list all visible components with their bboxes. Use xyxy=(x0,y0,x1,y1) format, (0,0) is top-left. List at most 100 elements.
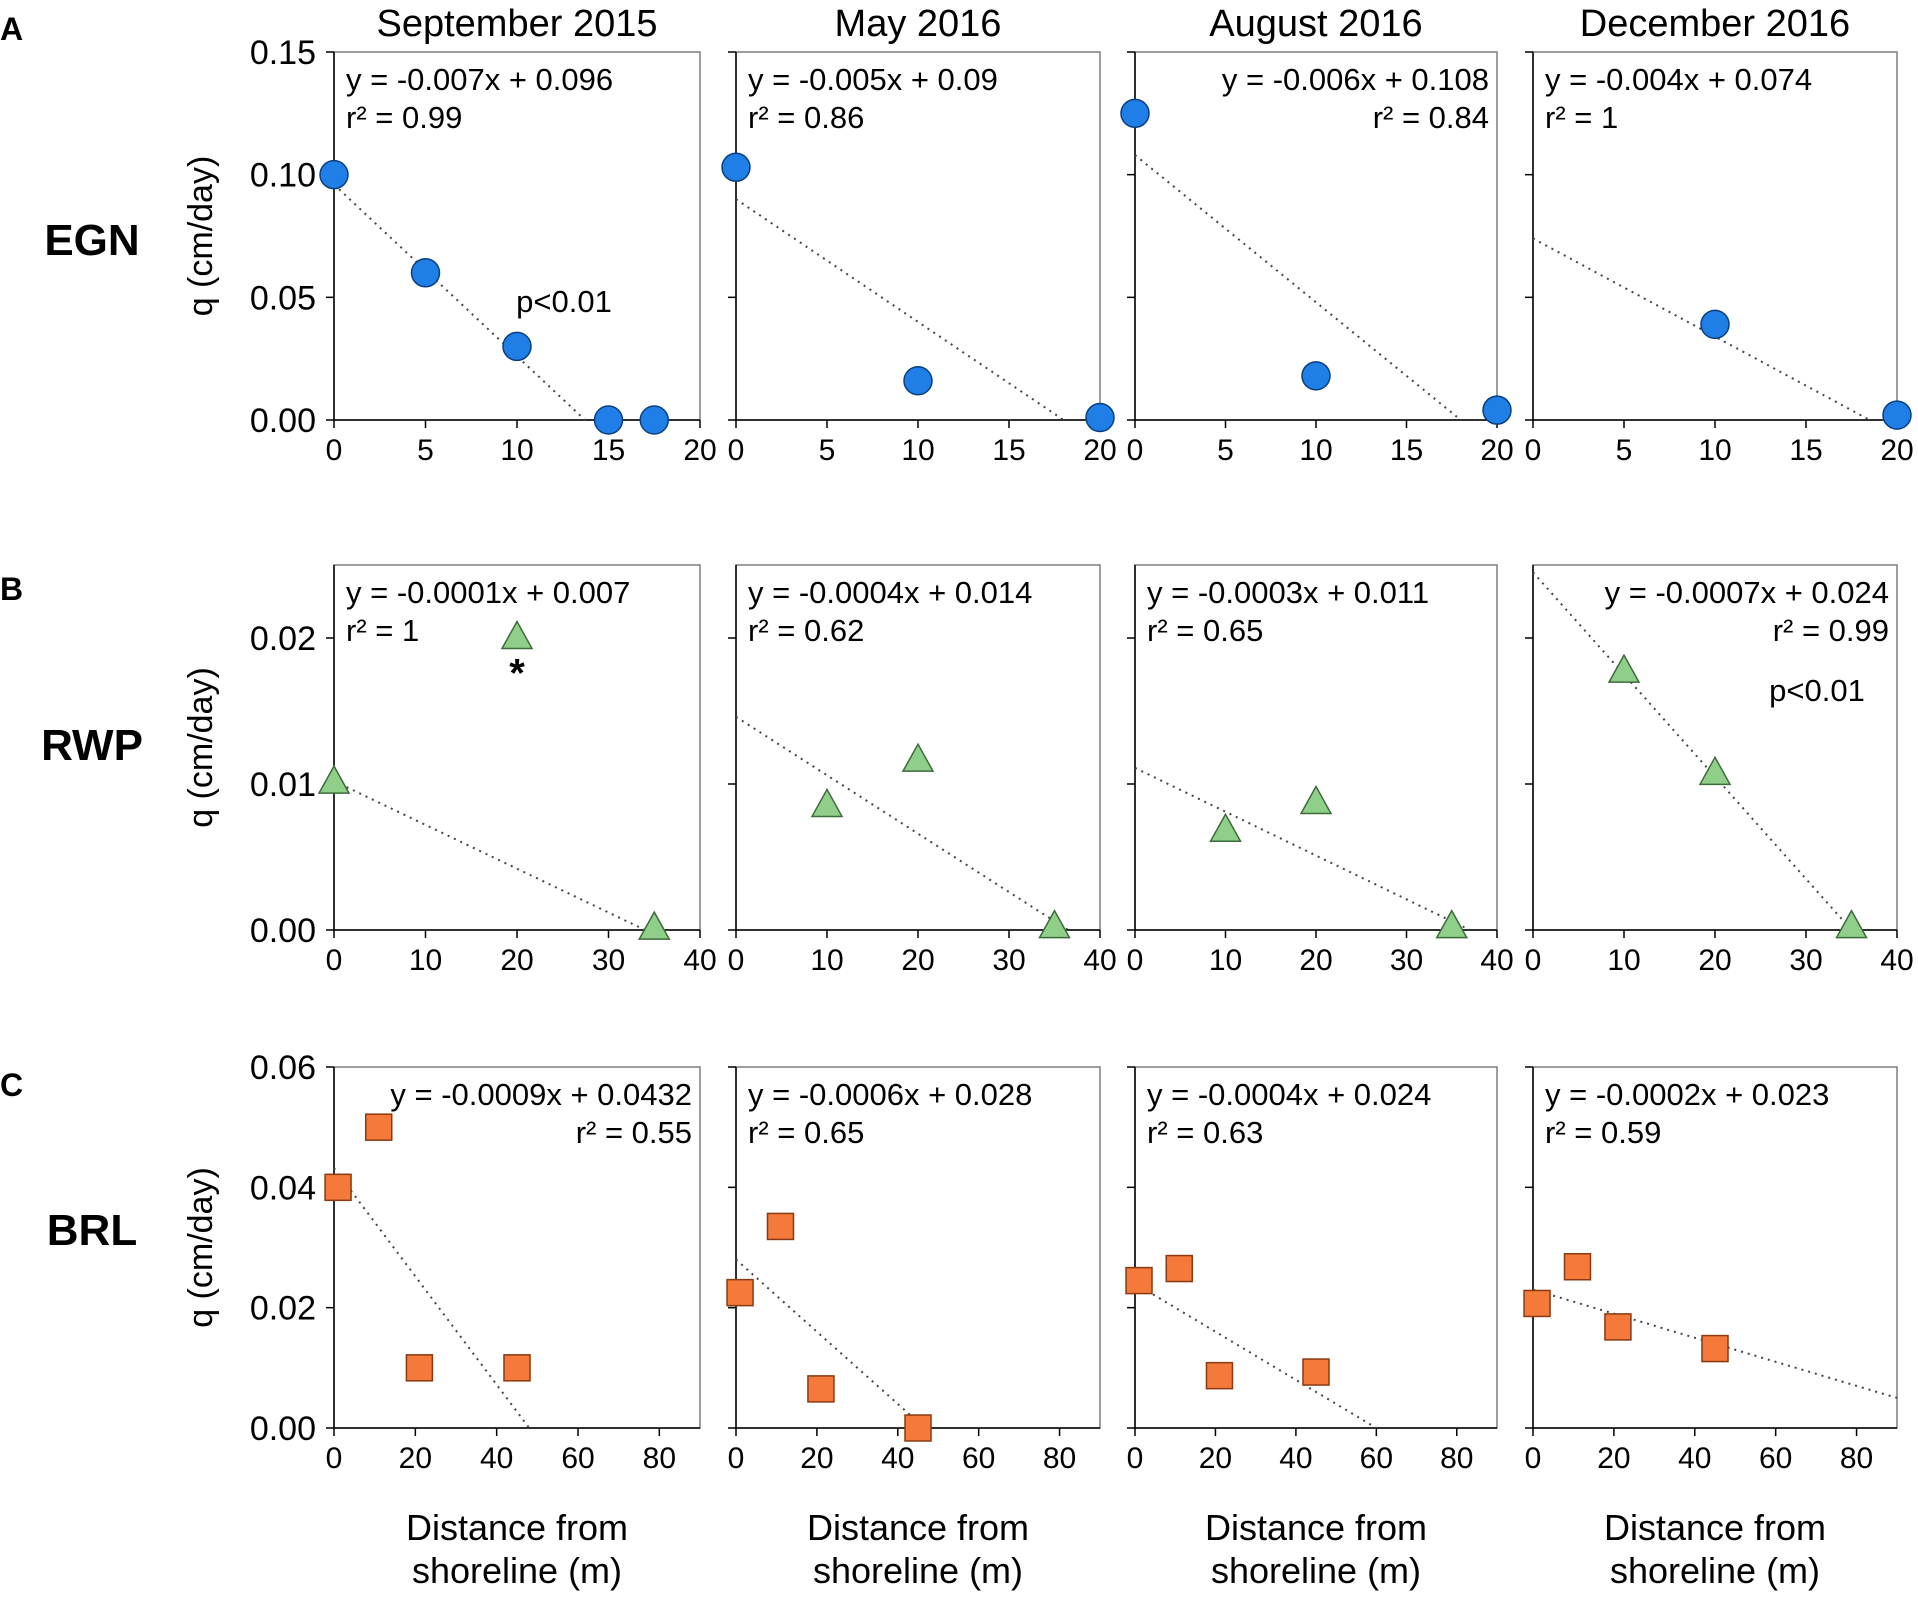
x-tick-label: 30 xyxy=(592,944,625,977)
y-axis-label: q (cm/day) xyxy=(182,1167,220,1328)
y-tick-label: 0.10 xyxy=(250,157,316,195)
y-tick-label: 0.06 xyxy=(250,1049,316,1087)
x-tick-label: 0 xyxy=(1525,434,1542,467)
x-tick-label: 10 xyxy=(500,434,533,467)
data-point xyxy=(317,764,351,794)
data-point xyxy=(721,152,751,183)
data-point xyxy=(1523,1289,1551,1318)
x-tick-label: 10 xyxy=(1698,434,1731,467)
x-tick-label: 60 xyxy=(1759,1442,1792,1475)
y-tick-label: 0.02 xyxy=(250,1290,316,1328)
r-squared: r² = 0.84 xyxy=(1373,100,1489,135)
column-title: August 2016 xyxy=(1209,3,1422,45)
y-tick-label: 0.02 xyxy=(250,620,316,658)
site-label: EGN xyxy=(44,216,139,265)
trend-line xyxy=(735,715,1069,931)
trend-line xyxy=(1134,1282,1377,1429)
data-point xyxy=(1563,1253,1592,1281)
x-tick-label: 20 xyxy=(399,1442,432,1475)
trend-line xyxy=(333,1167,530,1429)
trend-line xyxy=(1532,237,1871,421)
x-tick-label: 15 xyxy=(1789,434,1822,467)
x-tick-label: 20 xyxy=(1480,434,1513,467)
data-point xyxy=(319,159,349,190)
x-tick-label: 20 xyxy=(1083,434,1116,467)
x-tick-label: 0 xyxy=(1127,944,1144,977)
outlier-marker: * xyxy=(509,652,525,696)
regression-equation: y = -0.0009x + 0.0432 xyxy=(390,1077,692,1112)
regression-equation: y = -0.004x + 0.074 xyxy=(1545,62,1812,97)
x-tick-label: 40 xyxy=(1480,944,1513,977)
x-tick-label: 40 xyxy=(683,944,716,977)
x-tick-label: 30 xyxy=(1390,944,1423,977)
trend-line xyxy=(1532,571,1853,931)
x-tick-label: 10 xyxy=(901,434,934,467)
x-tick-label: 10 xyxy=(1209,944,1242,977)
x-tick-label: 0 xyxy=(326,944,343,977)
x-tick-label: 5 xyxy=(417,434,434,467)
data-point xyxy=(1482,395,1512,425)
x-tick-label: 0 xyxy=(1127,434,1144,467)
x-tick-label: 30 xyxy=(1789,944,1822,977)
x-tick-label: 20 xyxy=(901,944,934,977)
x-tick-label: 20 xyxy=(800,1442,833,1475)
y-tick-label: 0.15 xyxy=(250,34,316,72)
data-point xyxy=(726,1278,754,1307)
y-tick-label: 0.00 xyxy=(250,402,316,440)
x-tick-label: 40 xyxy=(1083,944,1116,977)
data-point xyxy=(324,1173,352,1202)
x-axis-label-line1: Distance from xyxy=(406,1507,628,1548)
trend-line xyxy=(1134,154,1462,421)
x-tick-label: 15 xyxy=(592,434,625,467)
r-squared: r² = 0.63 xyxy=(1147,1115,1263,1150)
r-squared: r² = 0.99 xyxy=(1773,613,1889,648)
x-tick-label: 0 xyxy=(1525,1442,1542,1475)
data-point xyxy=(637,910,671,940)
data-point xyxy=(1301,361,1331,391)
y-tick-label: 0.00 xyxy=(250,912,316,950)
x-axis-label-line1: Distance from xyxy=(1604,1507,1826,1548)
column-title: December 2016 xyxy=(1580,3,1850,45)
p-value: p<0.01 xyxy=(516,284,612,319)
panel-letter: A xyxy=(0,11,23,47)
outlier-point xyxy=(500,619,534,650)
regression-equation: y = -0.0006x + 0.028 xyxy=(748,1077,1032,1112)
x-tick-label: 20 xyxy=(500,944,533,977)
data-point xyxy=(766,1212,795,1241)
r-squared: r² = 0.59 xyxy=(1545,1115,1661,1150)
x-tick-label: 20 xyxy=(1880,434,1913,467)
data-point xyxy=(405,1354,434,1382)
x-tick-label: 20 xyxy=(1199,1442,1232,1475)
x-tick-label: 10 xyxy=(1299,434,1332,467)
data-point xyxy=(1120,98,1150,129)
x-tick-label: 80 xyxy=(1840,1442,1873,1475)
x-tick-label: 20 xyxy=(683,434,716,467)
data-point xyxy=(1835,909,1868,939)
x-tick-label: 0 xyxy=(728,1442,745,1475)
regression-equation: y = -0.0004x + 0.014 xyxy=(748,575,1032,610)
data-point xyxy=(1698,755,1732,786)
data-point xyxy=(807,1375,835,1403)
x-tick-label: 40 xyxy=(480,1442,513,1475)
x-tick-label: 30 xyxy=(992,944,1025,977)
data-point xyxy=(901,742,935,772)
regression-equation: y = -0.005x + 0.09 xyxy=(748,62,998,97)
data-point xyxy=(410,258,441,288)
x-axis-label-line2: shoreline (m) xyxy=(412,1550,622,1591)
x-tick-label: 15 xyxy=(992,434,1025,467)
regression-equation: y = -0.0004x + 0.024 xyxy=(1147,1077,1431,1112)
data-point xyxy=(1165,1254,1193,1283)
regression-equation: y = -0.0007x + 0.024 xyxy=(1605,575,1889,610)
y-tick-label: 0.04 xyxy=(250,1169,316,1207)
p-value: p<0.01 xyxy=(1769,673,1865,708)
column-title: May 2016 xyxy=(835,3,1002,45)
regression-equation: y = -0.0003x + 0.011 xyxy=(1147,575,1429,610)
x-tick-label: 80 xyxy=(1440,1442,1473,1475)
trend-line xyxy=(1134,767,1471,931)
data-point xyxy=(1125,1266,1153,1295)
data-point xyxy=(1604,1313,1632,1341)
x-tick-label: 15 xyxy=(1390,434,1423,467)
trend-line xyxy=(735,1258,926,1429)
